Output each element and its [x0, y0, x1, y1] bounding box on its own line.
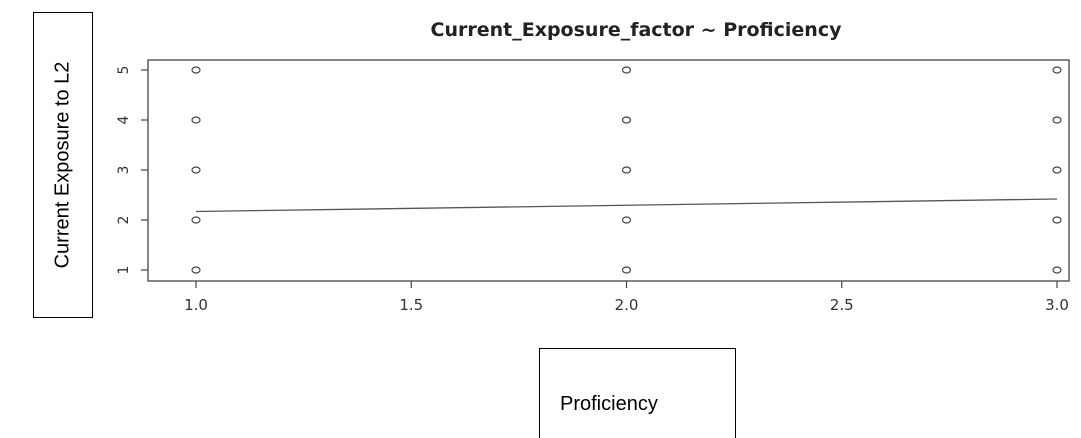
data-point — [191, 66, 201, 74]
data-point — [191, 166, 201, 174]
data-point — [1052, 66, 1062, 74]
data-point — [191, 216, 201, 224]
data-point — [621, 216, 632, 224]
fit-line — [195, 198, 1058, 213]
chart-title: Current_Exposure_factor ~ Proficiency — [431, 19, 843, 41]
data-point — [621, 66, 632, 74]
y-tick-label: 2 — [116, 216, 132, 225]
x-axis-label-box: Proficiency — [539, 348, 736, 438]
data-point — [1052, 266, 1062, 274]
x-tick-label: 1.5 — [399, 296, 423, 314]
data-point — [1052, 166, 1062, 174]
y-axis-label-box: Current Exposure to L2 — [33, 12, 93, 318]
y-tick-label: 3 — [116, 166, 132, 175]
y-tick-label: 4 — [116, 115, 132, 124]
y-tick-label: 1 — [116, 266, 132, 275]
data-point — [1052, 216, 1062, 224]
plot-frame — [147, 59, 1070, 282]
x-tick-label: 2.5 — [830, 296, 854, 314]
data-point — [621, 166, 632, 174]
data-point — [191, 266, 201, 274]
y-axis-label: Current Exposure to L2 — [51, 61, 74, 269]
x-tick-label: 2.0 — [615, 296, 639, 314]
data-point — [1052, 116, 1062, 124]
data-point — [621, 116, 632, 124]
x-axis-label: Proficiency — [560, 393, 658, 415]
data-point — [621, 266, 632, 274]
x-tick-label: 3.0 — [1045, 296, 1069, 314]
y-tick-label: 5 — [116, 66, 132, 75]
data-point — [191, 116, 201, 124]
x-tick-label: 1.0 — [184, 296, 208, 314]
